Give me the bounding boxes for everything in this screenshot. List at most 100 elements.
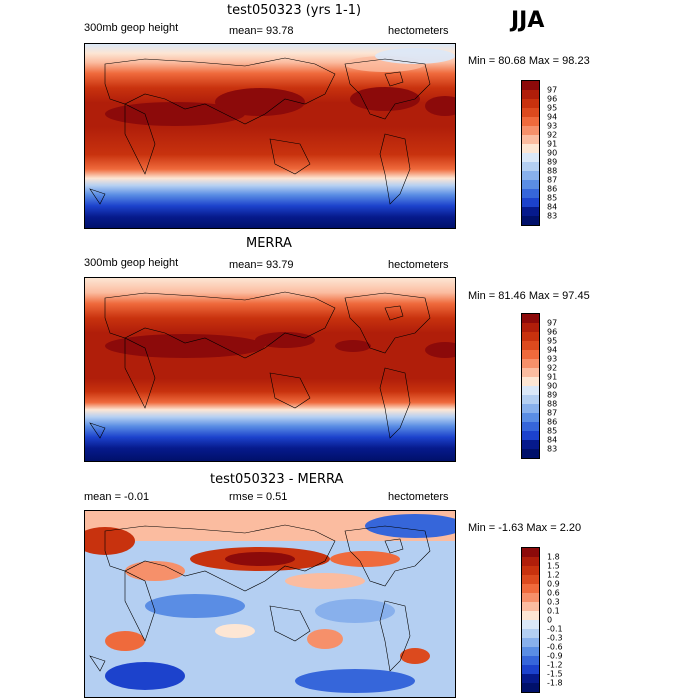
panel-3-rmse-label: rmse = 0.51 <box>229 491 288 503</box>
colorbar-level-label: 83 <box>547 444 558 454</box>
panel-1-mean-label: mean= 93.78 <box>229 25 294 37</box>
colorbar-swatch <box>522 126 539 135</box>
colorbar-swatch <box>522 314 539 323</box>
colorbar-level-label: 91 <box>547 372 558 382</box>
colorbar-swatch <box>522 620 539 629</box>
colorbar-level-label: 84 <box>547 435 558 445</box>
colorbar-level-label: 86 <box>547 417 558 427</box>
colorbar-level-label: -0.6 <box>547 642 563 652</box>
panel-2-title: MERRA <box>246 236 292 251</box>
colorbar-level-label: 93 <box>547 121 558 131</box>
colorbar-swatch <box>522 117 539 126</box>
colorbar-swatch <box>522 665 539 674</box>
colorbar-swatch <box>522 674 539 683</box>
colorbar-level-label: 97 <box>547 318 558 328</box>
colorbar-swatch <box>522 341 539 350</box>
colorbar-swatch <box>522 575 539 584</box>
panel-1-units-label: hectometers <box>388 25 449 37</box>
colorbar-swatch <box>522 332 539 341</box>
panel-3-title: test050323 - MERRA <box>210 472 344 487</box>
colorbar-level-label: 0 <box>547 615 553 625</box>
colorbar-swatch <box>522 629 539 638</box>
colorbar-level-label: 92 <box>547 363 558 373</box>
colorbar-level-label: 0.9 <box>547 579 560 589</box>
colorbar-level-label: 1.5 <box>547 561 560 571</box>
colorbar-level-label: 85 <box>547 426 558 436</box>
colorbar-swatch <box>522 153 539 162</box>
panel-1-variable-label: 300mb geop height <box>84 22 179 34</box>
colorbar-level-label: 87 <box>547 408 558 418</box>
colorbar-swatch <box>522 108 539 117</box>
panel-1-colorbar <box>521 80 540 226</box>
panel-3-map <box>84 510 456 698</box>
colorbar-level-label: 95 <box>547 336 558 346</box>
panel-2-colorbar <box>521 313 540 459</box>
colorbar-swatch <box>522 602 539 611</box>
coastline-outline <box>89 57 431 205</box>
colorbar-level-label: 84 <box>547 202 558 212</box>
colorbar-level-label: 94 <box>547 112 558 122</box>
colorbar-swatch <box>522 638 539 647</box>
colorbar-swatch <box>522 359 539 368</box>
colorbar-level-label: 97 <box>547 85 558 95</box>
colorbar-swatch <box>522 386 539 395</box>
colorbar-level-label: 92 <box>547 130 558 140</box>
colorbar-level-label: 0.6 <box>547 588 560 598</box>
colorbar-swatch <box>522 350 539 359</box>
colorbar-level-label: 96 <box>547 327 558 337</box>
colorbar-swatch <box>522 180 539 189</box>
colorbar-level-label: 87 <box>547 175 558 185</box>
panel-1-title: test050323 (yrs 1-1) <box>227 3 362 18</box>
colorbar-level-label: 0.3 <box>547 597 560 607</box>
colorbar-level-label: 96 <box>547 94 558 104</box>
panel-2-units-label: hectometers <box>388 259 449 271</box>
panel-2-variable-label: 300mb geop height <box>84 257 179 269</box>
colorbar-level-label: 1.8 <box>547 552 560 562</box>
panel-3-colorbar <box>521 547 540 693</box>
colorbar-level-label: 83 <box>547 211 558 221</box>
colorbar-level-label: 95 <box>547 103 558 113</box>
colorbar-level-label: -0.3 <box>547 633 563 643</box>
colorbar-swatch <box>522 449 539 458</box>
colorbar-level-label: 89 <box>547 390 558 400</box>
panel-3-minmax-label: Min = -1.63 Max = 2.20 <box>468 522 582 534</box>
colorbar-swatch <box>522 377 539 386</box>
colorbar-level-label: -1.2 <box>547 660 563 670</box>
colorbar-level-label: 88 <box>547 399 558 409</box>
panel-2-mean-label: mean= 93.79 <box>229 259 294 271</box>
colorbar-swatch <box>522 207 539 216</box>
colorbar-level-label: 1.2 <box>547 570 560 580</box>
colorbar-swatch <box>522 566 539 575</box>
colorbar-swatch <box>522 368 539 377</box>
colorbar-swatch <box>522 323 539 332</box>
panel-2-map <box>84 277 456 462</box>
colorbar-swatch <box>522 198 539 207</box>
colorbar-swatch <box>522 647 539 656</box>
colorbar-swatch <box>522 584 539 593</box>
colorbar-level-label: 90 <box>547 381 558 391</box>
colorbar-swatch <box>522 135 539 144</box>
colorbar-swatch <box>522 81 539 90</box>
colorbar-swatch <box>522 162 539 171</box>
colorbar-swatch <box>522 656 539 665</box>
colorbar-swatch <box>522 413 539 422</box>
colorbar-swatch <box>522 593 539 602</box>
colorbar-swatch <box>522 189 539 198</box>
colorbar-swatch <box>522 216 539 225</box>
colorbar-swatch <box>522 422 539 431</box>
colorbar-swatch <box>522 548 539 557</box>
colorbar-level-label: 0.1 <box>547 606 560 616</box>
colorbar-swatch <box>522 683 539 692</box>
colorbar-swatch <box>522 440 539 449</box>
coastline-outline <box>89 291 431 439</box>
colorbar-swatch <box>522 90 539 99</box>
colorbar-level-label: -0.1 <box>547 624 563 634</box>
colorbar-level-label: 85 <box>547 193 558 203</box>
coastline-outline <box>89 524 431 672</box>
colorbar-level-label: 91 <box>547 139 558 149</box>
colorbar-level-label: -1.5 <box>547 669 563 679</box>
panel-1-map <box>84 43 456 229</box>
colorbar-level-label: -1.8 <box>547 678 563 688</box>
season-label: JJA <box>511 8 545 33</box>
colorbar-swatch <box>522 611 539 620</box>
